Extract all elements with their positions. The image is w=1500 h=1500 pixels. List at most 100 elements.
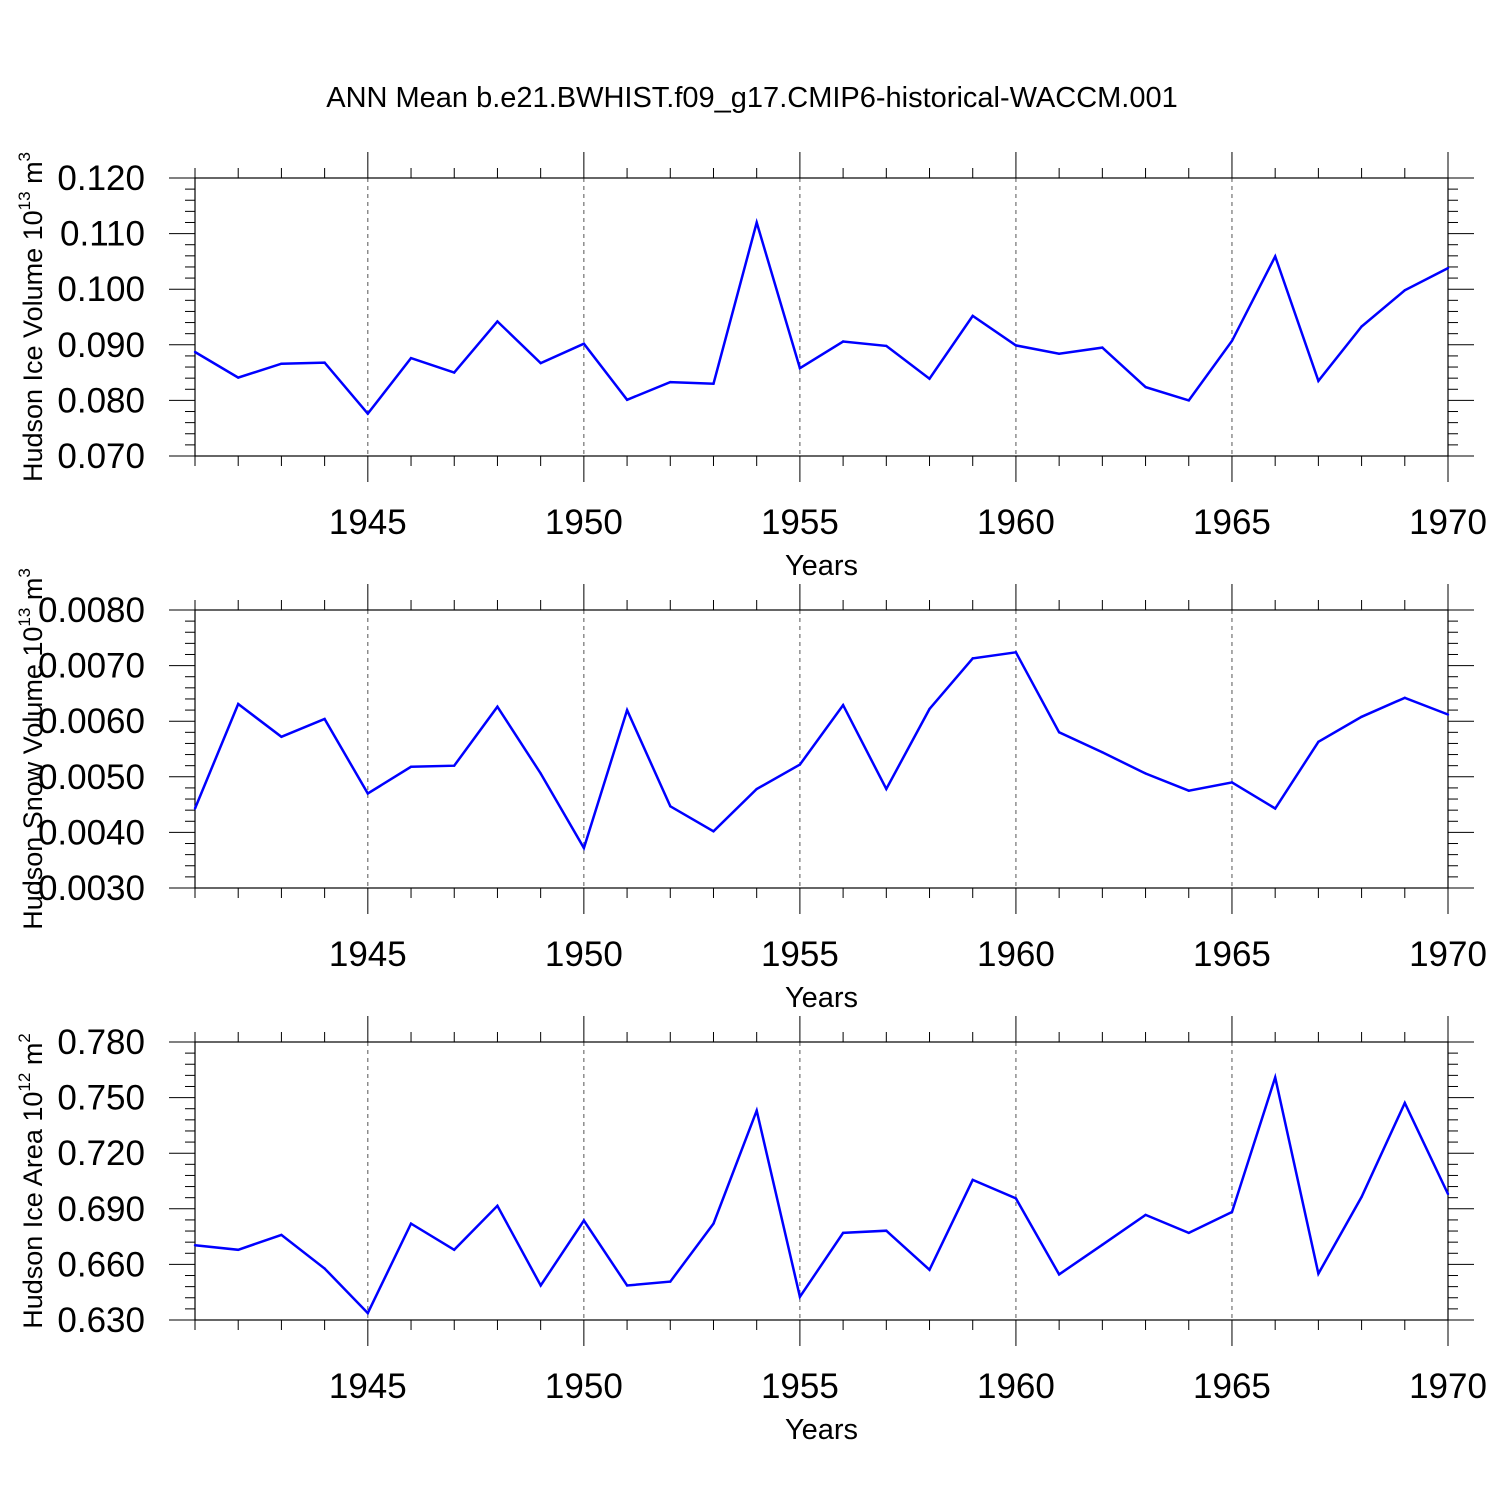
data-point [496, 1204, 499, 1208]
y-tick-label: 0.0080 [38, 591, 145, 630]
data-point [669, 1280, 672, 1283]
data-point [409, 356, 413, 360]
data-point [669, 380, 672, 384]
data-point [323, 717, 326, 721]
data-point [1144, 385, 1147, 389]
data-point [1014, 1197, 1018, 1200]
data-point [885, 787, 888, 791]
data-point [1446, 713, 1450, 716]
data-point [1057, 1273, 1061, 1276]
data-point [971, 314, 974, 318]
snow-volume-panel: 1945 1950 1955 1960 1965 1970 0.0030 0.0040 0.00… [15, 568, 1487, 1014]
y-axis-label: Hudson Ice Area 1012 m2 [15, 1033, 48, 1329]
y-tick-label: 0.080 [57, 381, 145, 420]
data-point [841, 1231, 845, 1235]
y-tick-label: 0.120 [57, 159, 145, 198]
series-line [193, 650, 1449, 852]
series-line [194, 217, 1449, 416]
series-line [194, 1072, 1450, 1316]
data-point [496, 705, 499, 708]
x-tick-label: 1965 [1193, 935, 1271, 974]
data-point [625, 708, 629, 712]
data-point [496, 320, 499, 323]
data-point [755, 221, 758, 224]
data-point [1101, 1243, 1104, 1246]
x-tick-label: 1955 [761, 935, 839, 974]
x-tick-label: 1955 [761, 503, 839, 542]
data-point [755, 1109, 758, 1112]
y-axis-label: Hudson Ice Volume 1013 m3 [15, 152, 48, 482]
data-point [1446, 266, 1450, 270]
data-point [366, 792, 370, 795]
y-tick-label: 0.110 [60, 215, 145, 254]
data-point [539, 1284, 542, 1287]
y-tick-label: 0.0050 [38, 758, 145, 797]
data-point [366, 1311, 370, 1315]
data-point [1101, 751, 1104, 754]
x-tick-label: 1965 [1193, 503, 1271, 542]
data-point [928, 1268, 931, 1271]
data-point [409, 765, 413, 768]
data-point [1014, 651, 1018, 654]
y-tick-label: 0.720 [57, 1134, 145, 1173]
y-tick-label: 0.750 [57, 1079, 145, 1118]
x-tick-label: 1945 [329, 1367, 407, 1406]
data-point [237, 376, 240, 379]
data-point [453, 764, 456, 767]
figure-title: ANN Mean b.e21.BWHIST.f09_g17.CMIP6-hist… [326, 82, 1178, 114]
data-point [669, 805, 672, 808]
data-point [1317, 740, 1320, 743]
data-point [366, 412, 370, 415]
data-point [280, 362, 283, 365]
y-tick-label: 0.070 [57, 437, 145, 476]
data-point [1403, 289, 1406, 292]
data-point [280, 735, 283, 738]
y-tick-label: 0.090 [57, 326, 145, 365]
data-point [625, 398, 629, 402]
y-tick-label: 0.690 [57, 1190, 145, 1229]
y-tick-label: 0.780 [57, 1023, 145, 1062]
data-point [582, 846, 586, 850]
data-point [798, 366, 802, 370]
plot-frame [194, 1041, 1449, 1321]
y-tick-label: 0.660 [57, 1245, 145, 1284]
data-point [971, 1178, 974, 1182]
data-point [928, 377, 931, 380]
data-point [841, 703, 845, 707]
x-tick-label: 1960 [977, 1367, 1055, 1406]
data-point [323, 1267, 326, 1270]
data-point [928, 707, 931, 711]
x-tick-label: 1960 [977, 935, 1055, 974]
data-point [1230, 781, 1234, 784]
data-point [1360, 325, 1363, 328]
data-point [237, 1248, 240, 1251]
y-tick-label: 0.0040 [38, 813, 145, 852]
data-point [323, 361, 326, 364]
data-point [280, 1233, 283, 1237]
y-tick-label: 0.0070 [38, 647, 145, 686]
data-point [1273, 1076, 1277, 1079]
data-point [798, 763, 802, 766]
x-tick-label: 1970 [1409, 1367, 1487, 1406]
data-point [453, 371, 456, 374]
x-tick-label: 1945 [329, 503, 407, 542]
y-tick-label: 0.0060 [38, 702, 145, 741]
data-point [885, 1229, 888, 1232]
data-point [453, 1248, 456, 1251]
y-tick-label: 0.630 [57, 1301, 145, 1340]
data-point [1403, 696, 1406, 700]
data-point [193, 807, 197, 810]
data-point [1187, 789, 1190, 792]
plot-frame [194, 609, 1449, 889]
x-tick-label: 1950 [545, 1367, 623, 1406]
data-point [1360, 715, 1363, 718]
data-point [971, 657, 974, 660]
data-point [237, 702, 240, 706]
data-point [582, 1219, 586, 1222]
x-tick-label: 1970 [1409, 935, 1487, 974]
ice-volume-panel: 1945 1950 1955 1960 1965 1970 0.070 0.080 0.090 0… [15, 152, 1487, 582]
data-point [1057, 731, 1061, 734]
data-point [625, 1284, 629, 1287]
data-point [1187, 399, 1190, 402]
x-tick-label: 1970 [1409, 503, 1487, 542]
